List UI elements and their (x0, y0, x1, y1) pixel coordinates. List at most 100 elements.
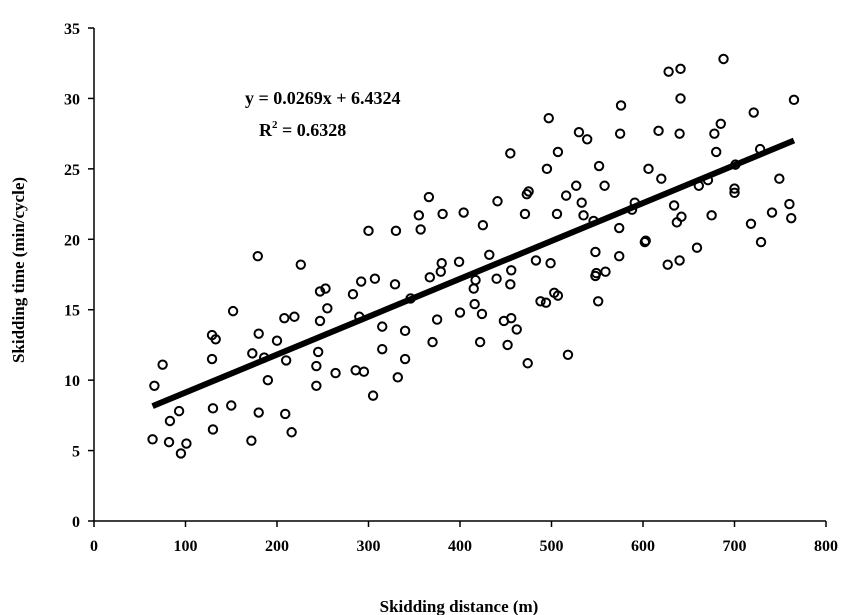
data-point (157, 359, 168, 370)
data-point (505, 148, 516, 159)
y-tick-label: 10 (64, 373, 80, 390)
data-point (477, 220, 489, 231)
data-point (774, 173, 785, 184)
y-tick-label: 15 (64, 303, 80, 320)
data-point (350, 365, 361, 376)
data-point (519, 208, 531, 220)
x-tick-label: 300 (357, 538, 381, 555)
data-point (571, 180, 582, 191)
data-point (581, 134, 593, 145)
data-point (522, 358, 533, 369)
data-point (640, 235, 651, 246)
x-tick-label: 100 (174, 538, 198, 555)
data-point (662, 259, 673, 270)
data-point (543, 112, 554, 124)
r-squared-label: R2 = 0.6328 (259, 119, 346, 140)
data-point (280, 355, 292, 366)
data-point (551, 208, 563, 220)
data-point (469, 298, 480, 310)
data-point (389, 279, 401, 290)
data-point (271, 335, 283, 346)
data-point (253, 407, 264, 418)
x-tick-label: 400 (448, 538, 472, 555)
data-point (367, 390, 379, 401)
data-points (147, 53, 800, 459)
data-point (593, 160, 605, 172)
data-point (711, 146, 722, 158)
data-point (312, 346, 324, 358)
data-point (492, 196, 503, 207)
data-point (674, 128, 685, 139)
data-point (424, 272, 436, 283)
data-point (615, 100, 627, 111)
regression-equation: y = 0.0269x + 6.4324 (245, 88, 401, 108)
data-point (748, 107, 759, 118)
data-point (377, 343, 388, 355)
data-point (377, 321, 388, 332)
data-point (502, 339, 513, 351)
data-point (468, 283, 479, 294)
data-point (181, 438, 192, 449)
data-point (590, 246, 601, 258)
data-point (210, 334, 221, 345)
data-point (675, 63, 686, 75)
data-point (676, 211, 687, 222)
data-point (320, 283, 331, 294)
data-point (286, 427, 297, 438)
data-point (355, 276, 367, 287)
data-point (656, 173, 667, 184)
data-point (311, 360, 322, 372)
data-point (470, 274, 481, 286)
data-point (295, 259, 306, 270)
y-tick-label: 20 (64, 232, 80, 249)
data-point (423, 191, 435, 203)
plot-area: 0 5 10 15 20 25 30 35 0 100 200 300 400 500 600 700 800 (64, 21, 838, 555)
data-point (399, 353, 411, 365)
data-point (484, 249, 495, 260)
data-point (709, 128, 720, 139)
r-squared-value: = 0.6328 (278, 120, 347, 140)
data-point (247, 348, 258, 359)
data-point (476, 308, 488, 320)
data-point (363, 225, 374, 237)
data-point (592, 296, 604, 307)
data-point (427, 336, 438, 348)
data-point (280, 408, 291, 420)
trendline (151, 137, 796, 409)
data-point (314, 286, 326, 297)
data-point (147, 434, 158, 445)
data-point (718, 53, 729, 65)
data-point (314, 315, 326, 327)
y-axis-ticks: 0 5 10 15 20 25 30 35 (64, 21, 94, 531)
data-point (668, 200, 680, 211)
data-point (506, 312, 517, 324)
y-tick-label: 5 (72, 444, 80, 461)
r-squared-prefix: R (259, 120, 273, 140)
data-point (560, 190, 572, 201)
data-point (643, 163, 654, 175)
x-tick-label: 0 (90, 538, 98, 555)
data-point (715, 118, 726, 129)
y-axis-title: Skidding time (min/cycle) (9, 177, 28, 363)
data-point (755, 236, 767, 248)
data-point (540, 297, 552, 308)
x-tick-label: 500 (540, 538, 564, 555)
data-point (674, 255, 685, 266)
data-point (505, 279, 516, 290)
data-point (164, 415, 176, 427)
x-axis-ticks: 0 100 200 300 400 500 600 700 800 (90, 521, 838, 555)
y-tick-label: 25 (64, 162, 80, 179)
data-point (663, 66, 674, 77)
data-point (413, 210, 425, 221)
data-point (246, 435, 257, 446)
data-point (562, 349, 574, 360)
data-point (675, 93, 686, 104)
data-point (347, 289, 359, 300)
data-point (766, 207, 778, 218)
data-point (163, 436, 175, 448)
data-point (600, 266, 611, 277)
data-point (614, 128, 626, 139)
data-point (458, 207, 469, 218)
data-point (552, 146, 564, 158)
data-point (511, 324, 522, 335)
